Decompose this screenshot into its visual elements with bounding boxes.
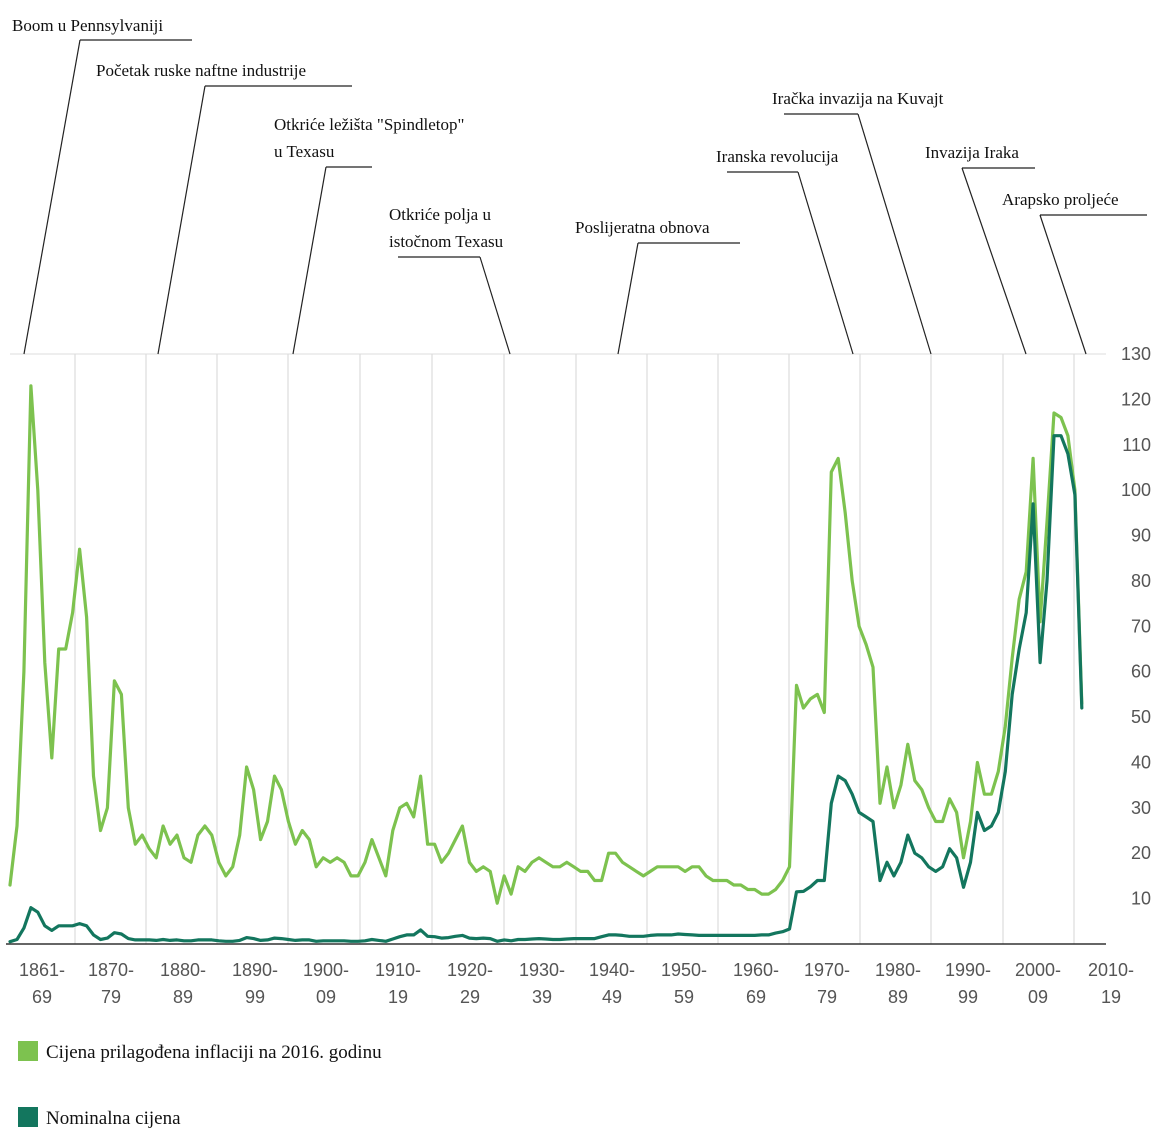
x-tick-label: 19 <box>1101 987 1121 1007</box>
x-tick-label: 69 <box>32 987 52 1007</box>
y-tick-label: 110 <box>1122 435 1151 455</box>
x-tick-label: 89 <box>888 987 908 1007</box>
annotation-arab-spring-leader <box>1039 214 1087 355</box>
y-tick-label: 10 <box>1131 889 1151 909</box>
x-tick-label: 59 <box>674 987 694 1007</box>
legend: Cijena prilagođena inflaciji na 2016. go… <box>18 1041 382 1129</box>
x-tick-label: 79 <box>817 987 837 1007</box>
x-tick-label: 09 <box>1028 987 1048 1007</box>
annotation-postwar-text: Poslijeratna obnova <box>575 218 710 237</box>
x-tick-label: 1960- <box>733 960 779 980</box>
y-tick-label: 60 <box>1131 662 1151 682</box>
x-tick-label: 99 <box>245 987 265 1007</box>
annotation-russia-text: Početak ruske naftne industrije <box>96 61 306 80</box>
x-tick-label: 69 <box>746 987 766 1007</box>
annotation-arab-spring-text: Arapsko proljeće <box>1002 190 1119 209</box>
y-tick-label: 50 <box>1131 707 1151 727</box>
legend-label-nominal: Nominalna cijena <box>46 1108 181 1129</box>
annotation-spindletop-text: u Texasu <box>274 142 335 161</box>
x-tick-label: 1930- <box>519 960 565 980</box>
y-tick-label: 40 <box>1131 753 1151 773</box>
annotation-iraq-leader <box>961 167 1027 355</box>
annotation-kuwait-text: Iračka invazija na Kuvajt <box>772 89 944 108</box>
x-tick-label: 1900- <box>303 960 349 980</box>
x-tick-label: 29 <box>460 987 480 1007</box>
y-axis: 10 20 30 40 50 60 70 80 90 100 110 120 130 <box>1121 344 1151 909</box>
y-tick-label: 20 <box>1131 843 1151 863</box>
legend-swatch-nominal <box>18 1107 38 1127</box>
x-tick-label: 1990- <box>945 960 991 980</box>
x-tick-label: 1980- <box>875 960 921 980</box>
x-tick-label: 19 <box>388 987 408 1007</box>
x-tick-label: 39 <box>532 987 552 1007</box>
inflation-adjusted-price-line <box>8 384 1084 905</box>
event-annotations: Boom u Pennsylvaniji Početak ruske naftne… <box>12 16 1147 355</box>
legend-swatch-inflation-adjusted <box>18 1041 38 1061</box>
x-tick-label: 1880- <box>160 960 206 980</box>
annotation-postwar-leader <box>617 242 639 355</box>
x-tick-label: 1890- <box>232 960 278 980</box>
y-tick-label: 100 <box>1121 480 1151 500</box>
x-tick-label: 1940- <box>589 960 635 980</box>
x-tick-label: 1950- <box>661 960 707 980</box>
annotation-iran-text: Iranska revolucija <box>716 147 839 166</box>
x-tick-label: 2000- <box>1015 960 1061 980</box>
series-lines <box>8 384 1084 944</box>
x-tick-label: 79 <box>101 987 121 1007</box>
y-tick-label: 120 <box>1121 389 1151 409</box>
y-tick-label: 70 <box>1131 616 1151 636</box>
x-tick-label: 1920- <box>447 960 493 980</box>
annotation-east-texas-text: Otkriće polja u <box>389 205 491 224</box>
annotation-pennsylvania-text: Boom u Pennsylvaniji <box>12 16 163 35</box>
annotation-kuwait-leader <box>857 113 932 355</box>
annotation-spindletop-leader <box>292 166 327 355</box>
x-tick-label: 49 <box>602 987 622 1007</box>
y-tick-label: 90 <box>1131 526 1151 546</box>
x-tick-label: 1910- <box>375 960 421 980</box>
x-tick-label: 99 <box>958 987 978 1007</box>
x-tick-label: 1870- <box>88 960 134 980</box>
x-tick-label: 1970- <box>804 960 850 980</box>
annotation-pennsylvania-leader <box>23 39 81 355</box>
x-tick-label: 2010- <box>1088 960 1134 980</box>
x-tick-label: 09 <box>316 987 336 1007</box>
x-tick-label: 1861- <box>19 960 65 980</box>
annotation-spindletop-text: Otkriće ležišta "Spindletop" <box>274 115 464 134</box>
annotation-iraq-text: Invazija Iraka <box>925 143 1019 162</box>
x-axis-ticks: 1861- 69 1870- 79 1880- 89 1890- 99 1900- 09 1910-… <box>19 960 1134 1007</box>
annotation-russia-leader <box>157 85 206 355</box>
y-tick-label: 80 <box>1131 571 1151 591</box>
x-tick-label: 89 <box>173 987 193 1007</box>
annotation-east-texas-text: istočnom Texasu <box>389 232 504 251</box>
legend-label-inflation-adjusted: Cijena prilagođena inflaciji na 2016. go… <box>46 1042 382 1063</box>
annotation-east-texas-leader <box>479 256 511 355</box>
nominal-price-line <box>8 434 1084 944</box>
annotation-iran-leader <box>797 171 854 355</box>
gridlines <box>10 353 1106 944</box>
y-tick-label: 30 <box>1131 798 1151 818</box>
y-tick-label: 130 <box>1121 344 1151 364</box>
